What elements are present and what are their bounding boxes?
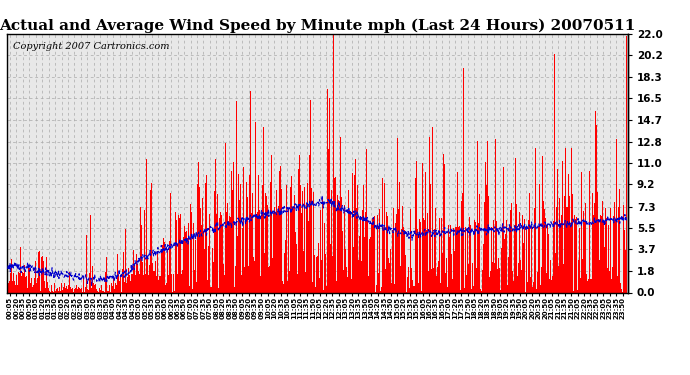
Text: Copyright 2007 Cartronics.com: Copyright 2007 Cartronics.com: [13, 42, 170, 51]
Title: Actual and Average Wind Speed by Minute mph (Last 24 Hours) 20070511: Actual and Average Wind Speed by Minute …: [0, 18, 635, 33]
